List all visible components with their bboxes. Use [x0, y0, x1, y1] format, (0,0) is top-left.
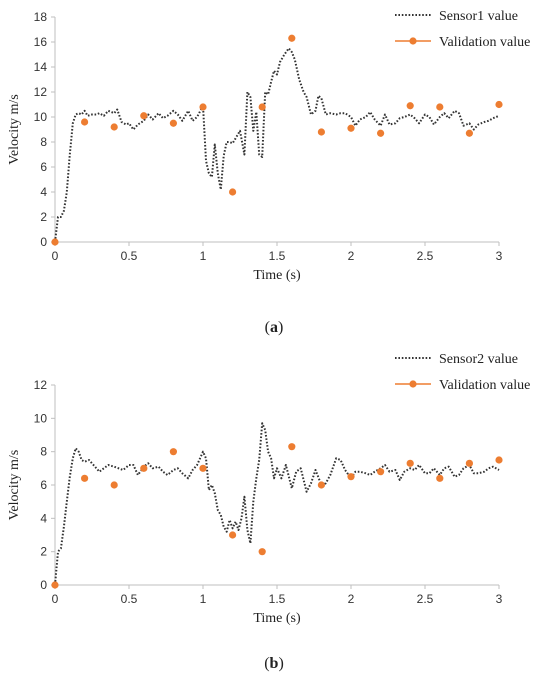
validation-point	[199, 464, 207, 472]
validation-point	[140, 464, 148, 472]
validation-point	[51, 581, 59, 589]
y-tick-label: 2	[40, 545, 47, 559]
x-tick-label: 1.5	[269, 592, 286, 606]
x-tick-label: 2.5	[417, 592, 434, 606]
y-tick-label: 16	[34, 35, 48, 49]
caption-a: (a)	[265, 319, 284, 336]
validation-point	[377, 468, 385, 476]
x-tick-label: 2.5	[417, 249, 434, 263]
validation-point	[406, 102, 414, 110]
validation-point	[347, 473, 355, 481]
y-tick-label: 14	[34, 60, 48, 74]
x-tick-label: 0.5	[121, 592, 138, 606]
validation-point	[110, 123, 118, 131]
y-tick-label: 10	[34, 411, 48, 425]
validation-point	[317, 481, 325, 489]
x-axis-title: Time (s)	[253, 611, 301, 626]
validation-point	[288, 443, 296, 451]
validation-point	[377, 129, 385, 137]
validation-point	[169, 119, 177, 127]
legend-validation-swatch-marker	[409, 380, 417, 388]
validation-point	[258, 103, 266, 111]
y-tick-label: 12	[34, 378, 48, 392]
validation-point	[465, 459, 473, 467]
legend-validation-swatch-marker	[409, 37, 417, 45]
x-tick-label: 1	[200, 592, 207, 606]
y-tick-label: 2	[40, 210, 47, 224]
validation-point	[229, 531, 237, 539]
x-tick-label: 0.5	[121, 249, 138, 263]
y-tick-label: 8	[40, 445, 47, 459]
validation-point	[406, 459, 414, 467]
validation-point	[81, 118, 89, 126]
caption-b: (b)	[264, 655, 284, 672]
sensor-series-line	[54, 422, 500, 586]
x-tick-label: 0	[52, 592, 59, 606]
y-tick-label: 8	[40, 135, 47, 149]
x-tick-label: 3	[496, 249, 503, 263]
validation-point	[140, 112, 148, 120]
y-tick-label: 0	[40, 235, 47, 249]
y-tick-label: 12	[34, 85, 48, 99]
x-tick-label: 3	[496, 592, 503, 606]
validation-point	[436, 103, 444, 111]
y-tick-label: 6	[40, 160, 47, 174]
sensor-series-line	[54, 47, 500, 243]
validation-point	[347, 124, 355, 132]
validation-point	[110, 481, 118, 489]
validation-point	[465, 129, 473, 137]
legend-label: Sensor2 value	[439, 352, 518, 367]
validation-point	[436, 474, 444, 482]
validation-point	[495, 456, 503, 464]
y-tick-label: 18	[34, 10, 48, 24]
y-axis-title: Velocity m/s	[7, 94, 22, 164]
validation-point	[81, 474, 89, 482]
x-tick-label: 1	[200, 249, 207, 263]
legend: Sensor1 value Validation value	[395, 9, 530, 50]
y-tick-label: 10	[34, 110, 48, 124]
legend-label: Validation value	[439, 35, 530, 50]
chart-panel-b: 0 2 4 6 8 10 12 0 0.5 1 1.5 2 2.5 3 Velocity m/s Time (…	[7, 352, 530, 626]
y-tick-label: 0	[40, 578, 47, 592]
chart-panel-a: 0 2 4 6 8 10 12 14 16 18 0 0.5 1 1.5 2 2.5 3 Velocity m/s…	[7, 9, 530, 283]
y-tick-label: 4	[40, 185, 47, 199]
x-tick-label: 1.5	[269, 249, 286, 263]
y-axis-title: Velocity m/s	[7, 450, 22, 520]
validation-point	[495, 100, 503, 109]
validation-point	[317, 128, 325, 136]
x-axis-title: Time (s)	[253, 268, 301, 283]
x-tick-label: 0	[52, 249, 59, 263]
validation-point	[258, 548, 266, 556]
legend-label: Validation value	[439, 378, 530, 393]
validation-point	[288, 34, 296, 42]
y-tick-label: 4	[40, 511, 47, 525]
validation-point	[199, 103, 207, 111]
x-tick-label: 2	[348, 249, 355, 263]
legend: Sensor2 value Validation value	[395, 352, 530, 393]
validation-point	[51, 238, 59, 246]
validation-point	[229, 188, 237, 196]
validation-point	[169, 448, 177, 456]
x-tick-label: 2	[348, 592, 355, 606]
legend-label: Sensor1 value	[439, 9, 518, 24]
y-tick-label: 6	[40, 478, 47, 492]
